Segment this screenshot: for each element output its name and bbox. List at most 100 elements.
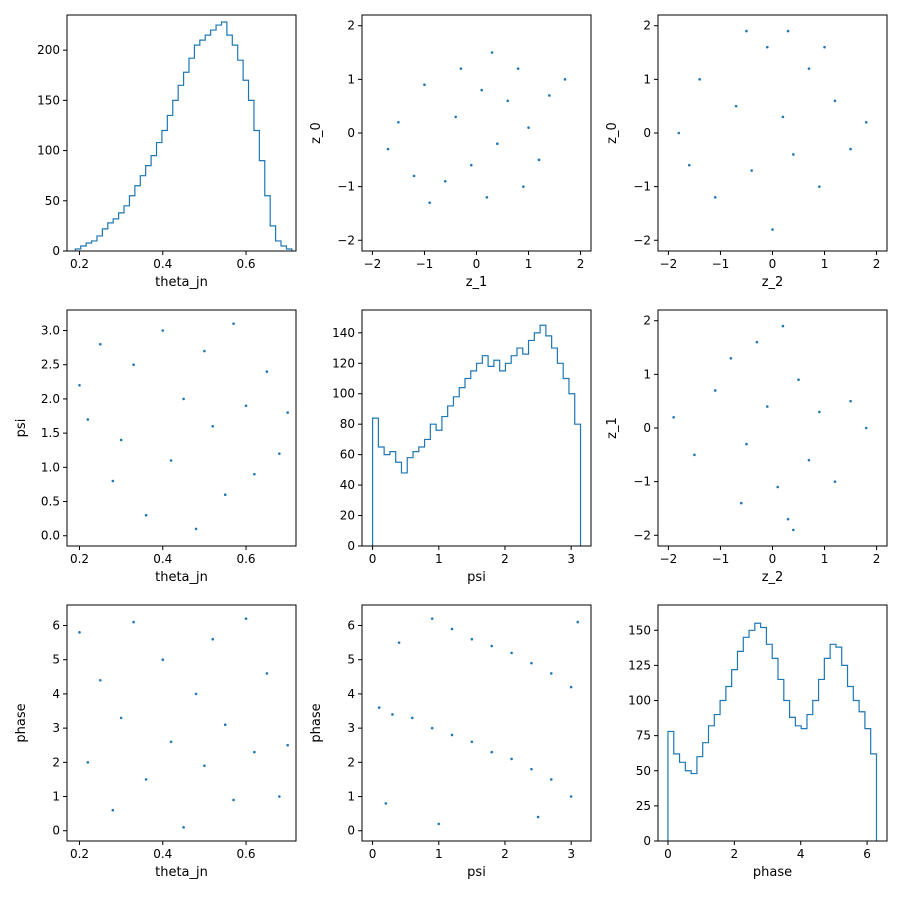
- scatter-point: [430, 617, 434, 620]
- x-tick-label: −1: [416, 257, 434, 271]
- scatter-point: [203, 349, 206, 353]
- scatter-point: [144, 513, 148, 517]
- scatter-point: [194, 527, 198, 531]
- y-tick-label: 1: [347, 72, 355, 86]
- scatter-point: [739, 501, 743, 505]
- panel-z0_vs_z2: −2 −1 0 1 2 −2 −1 0 1 2 z_2 z_0: [605, 14, 888, 290]
- y-tick-label: 1.5: [41, 426, 60, 440]
- scatter-point: [693, 453, 696, 457]
- scatter-point: [111, 808, 115, 812]
- y-tick-label: 1: [643, 367, 651, 381]
- scatter-point: [506, 99, 510, 103]
- scatter-point: [766, 405, 769, 408]
- x-tick-label: 0.4: [153, 847, 172, 861]
- scatter-point: [161, 329, 165, 332]
- scatter-point: [792, 153, 795, 156]
- x-tick-label: 2: [501, 847, 509, 861]
- scatter-point: [781, 324, 785, 328]
- scatter-point: [244, 404, 248, 408]
- scatter-point: [253, 472, 256, 476]
- x-tick-label: −2: [660, 257, 678, 271]
- y-tick-label: −1: [633, 475, 651, 489]
- x-tick-label: 3: [567, 552, 575, 566]
- scatter-point: [569, 685, 573, 689]
- scatter-point: [549, 672, 553, 675]
- scatter-point: [86, 761, 90, 764]
- scatter-point: [182, 397, 185, 401]
- x-tick-label: −2: [660, 552, 678, 566]
- scatter-point: [397, 120, 400, 124]
- y-tick-label: 0: [347, 539, 355, 553]
- scatter-point: [391, 713, 394, 716]
- scatter-point: [161, 658, 165, 662]
- y-tick-label: 2: [643, 19, 651, 33]
- scatter-point: [849, 147, 852, 151]
- x-tick-label: 0.4: [153, 552, 172, 566]
- scatter-point: [672, 415, 675, 419]
- scatter-point: [755, 340, 759, 344]
- scatter-point: [490, 750, 494, 754]
- scatter-point: [750, 169, 753, 172]
- x-tick-label: 2: [731, 847, 739, 861]
- y-tick-label: 2.0: [41, 392, 60, 406]
- scatter-point: [119, 438, 123, 442]
- scatter-point: [480, 88, 484, 92]
- y-tick-label: 25: [636, 799, 651, 813]
- x-tick-label: 0.6: [236, 257, 255, 271]
- x-tick-label: 0.6: [236, 552, 255, 566]
- scatter-point: [232, 798, 235, 802]
- scatter-point: [111, 479, 115, 483]
- y-tick-label: 0.0: [41, 529, 60, 543]
- x-tick-label: 0: [769, 552, 777, 566]
- scatter-point: [677, 131, 681, 135]
- y-tick-label: 0: [643, 126, 651, 140]
- scatter-point: [496, 142, 499, 146]
- x-tick-label: 1: [821, 257, 829, 271]
- panel-z1_vs_z2: −2 −1 0 1 2 −2 −1 0 1 2 z_2 z_1: [605, 309, 888, 585]
- y-tick-label: 5: [347, 653, 355, 667]
- scatter-point: [833, 99, 837, 103]
- y-tick-label: 1: [347, 790, 355, 804]
- axes-frame: [66, 14, 297, 252]
- scatter-point: [490, 644, 494, 648]
- panel-psi_hist: 0 1 2 3 0 20 40 60 80 100 120 140 psi: [332, 309, 592, 585]
- y-tick-label: 1: [52, 790, 60, 804]
- scatter-point: [792, 528, 795, 532]
- x-tick-label: 0.2: [70, 552, 89, 566]
- y-tick-label: 2: [643, 314, 651, 328]
- scatter-point: [771, 228, 774, 231]
- panel-phase_vs_theta: 0.2 0.4 0.6 0 1 2 3 4 5 6 theta_jn phase: [14, 604, 297, 880]
- data-marks: [677, 29, 868, 231]
- x-tick-label: 0.2: [70, 847, 89, 861]
- scatter-point: [78, 383, 81, 387]
- x-tick-label: 4: [797, 847, 805, 861]
- scatter-point: [430, 726, 434, 730]
- panel-z0_vs_z1: −2 −1 0 1 2 −2 −1 0 1 2 z_1 z_0: [309, 14, 592, 290]
- scatter-point: [470, 163, 473, 167]
- y-tick-label: 40: [340, 478, 355, 492]
- axes-frame: [657, 604, 888, 842]
- y-tick-label: 6: [52, 619, 60, 633]
- scatter-point: [132, 363, 135, 367]
- scatter-point: [211, 424, 215, 428]
- scatter-point: [286, 411, 289, 414]
- y-tick-label: −2: [633, 233, 651, 247]
- y-tick-label: −2: [633, 528, 651, 542]
- scatter-point: [530, 661, 533, 665]
- x-tick-label: 2: [577, 257, 585, 271]
- scatter-point: [223, 493, 227, 497]
- scatter-point: [265, 370, 269, 373]
- scatter-point: [548, 94, 551, 97]
- y-tick-label: 50: [636, 764, 651, 778]
- scatter-point: [734, 104, 738, 108]
- y-tick-label: 1.0: [41, 460, 60, 474]
- scatter-point: [132, 620, 135, 624]
- y-axis-label: phase: [14, 703, 29, 742]
- x-axis-label: theta_jn: [155, 570, 208, 585]
- scatter-point: [766, 45, 769, 49]
- x-tick-label: 0: [664, 847, 672, 861]
- scatter-point: [423, 83, 426, 87]
- scatter-point: [194, 692, 198, 696]
- y-tick-label: 2: [347, 19, 355, 33]
- scatter-point: [490, 51, 494, 54]
